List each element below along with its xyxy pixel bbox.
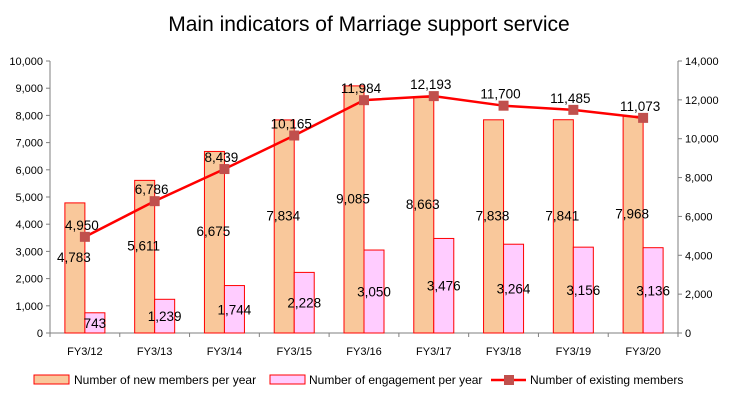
label-new-members: 5,611: [127, 239, 160, 254]
label-new-members: 7,838: [476, 208, 510, 223]
legend: Number of new members per year Number of …: [33, 373, 683, 387]
legend-label-engagement: Number of engagement per year: [309, 373, 482, 387]
x-tick-label: FY3/19: [556, 346, 591, 358]
label-new-members: 9,085: [336, 191, 370, 206]
bar-engagement: [223, 285, 245, 334]
bar-engagement: [642, 247, 664, 334]
left-tick-label: 1,000: [15, 301, 43, 313]
x-tick-label: FY3/14: [207, 346, 242, 358]
x-tick-label: FY3/15: [276, 346, 311, 358]
label-existing-members: 6,786: [135, 182, 169, 197]
right-tick-label: 8,000: [685, 173, 713, 185]
legend-entry-engagement: Number of engagement per year: [269, 373, 482, 387]
line-series: [79, 91, 649, 242]
existing-members-marker: [498, 100, 509, 111]
label-new-members: 7,841: [545, 208, 579, 223]
existing-members-marker: [568, 104, 579, 115]
legend-entry-new-members: Number of new members per year: [33, 373, 256, 387]
label-existing-members: 8,439: [205, 150, 239, 165]
left-tick-label: 0: [37, 328, 43, 340]
legend-label-existing-members: Number of existing members: [530, 373, 683, 387]
label-existing-members: 11,984: [341, 81, 382, 96]
label-new-members: 7,968: [615, 207, 649, 222]
label-new-members: 4,783: [57, 250, 91, 265]
existing-members-marker: [359, 95, 369, 106]
label-existing-members: 4,950: [65, 218, 99, 233]
existing-members-marker: [428, 91, 439, 102]
label-new-members: 7,834: [266, 208, 300, 223]
label-new-members: 8,663: [406, 197, 440, 212]
bar-engagement: [572, 246, 594, 334]
legend-label-new-members: Number of new members per year: [74, 373, 256, 387]
x-tick-label: FY3/13: [137, 346, 172, 358]
bar-engagement: [293, 271, 315, 334]
label-existing-members: 12,193: [410, 77, 451, 92]
label-engagement: 2,228: [287, 296, 321, 311]
right-tick-label: 0: [685, 328, 691, 340]
bar-engagement: [84, 312, 106, 334]
right-tick-label: 12,000: [685, 95, 719, 107]
legend-swatch-new-members: [33, 374, 70, 385]
label-engagement: 3,476: [427, 279, 461, 294]
existing-members-marker: [79, 231, 90, 242]
legend-swatch-engagement: [269, 374, 306, 385]
label-engagement: 3,136: [636, 283, 670, 298]
bar-new-members: [273, 119, 295, 334]
label-existing-members: 11,485: [550, 91, 590, 106]
bar-new-members: [203, 150, 225, 334]
left-tick-label: 8,000: [15, 110, 43, 122]
existing-members-marker: [289, 130, 300, 141]
existing-members-marker: [638, 112, 649, 123]
existing-members-marker: [219, 164, 230, 175]
x-tick-label: FY3/20: [625, 346, 660, 358]
legend-entry-existing-members: Number of existing members: [491, 373, 683, 387]
bar-new-members: [483, 119, 505, 334]
left-tick-label: 6,000: [15, 165, 43, 177]
label-engagement: 743: [84, 316, 107, 331]
left-tick-label: 9,000: [15, 83, 43, 95]
label-engagement: 1,744: [218, 302, 252, 317]
x-tick-label: FY3/12: [67, 346, 102, 358]
x-tick-label: FY3/17: [416, 346, 451, 358]
left-tick-label: 7,000: [15, 138, 43, 150]
label-existing-members: 10,165: [271, 117, 312, 132]
left-tick-label: 2,000: [15, 274, 43, 286]
left-tick-label: 5,000: [15, 192, 43, 204]
label-engagement: 3,264: [497, 282, 531, 297]
left-tick-label: 3,000: [15, 246, 43, 258]
bar-engagement: [503, 243, 525, 334]
right-tick-label: 14,000: [685, 56, 719, 68]
data-labels: 4,783 743 4,950 5,611 1,239 6,786 6,675 1,744 8,…: [57, 77, 670, 331]
bar-new-members: [552, 119, 574, 334]
x-tick-label: FY3/18: [486, 346, 521, 358]
chart-title: Main indicators of Marriage support serv…: [168, 13, 570, 36]
bar-engagement: [154, 298, 176, 334]
label-existing-members: 11,700: [480, 87, 520, 102]
bar-new-members: [622, 115, 644, 334]
bar-new-members: [413, 96, 435, 334]
right-tick-label: 2,000: [685, 289, 713, 301]
existing-members-marker: [149, 196, 160, 207]
x-tick-label: FY3/16: [346, 346, 381, 358]
right-tick-label: 6,000: [685, 211, 713, 223]
right-tick-label: 4,000: [685, 250, 713, 262]
axes: 0 1,000 2,000 3,000 4,000 5,000 6,000 7,000 8,00…: [9, 56, 718, 358]
bar-engagement: [363, 249, 385, 334]
right-tick-label: 10,000: [685, 134, 719, 146]
label-engagement: 3,156: [566, 283, 600, 298]
label-existing-members: 11,073: [620, 99, 660, 114]
bar-new-members: [134, 179, 156, 334]
label-engagement: 1,239: [148, 309, 182, 324]
label-new-members: 6,675: [197, 224, 231, 239]
bar-new-members: [343, 85, 365, 334]
label-engagement: 3,050: [357, 285, 391, 300]
legend-marker-existing-members: [504, 375, 514, 385]
bar-engagement: [433, 237, 455, 334]
left-tick-label: 10,000: [9, 56, 43, 68]
left-tick-label: 4,000: [15, 219, 43, 231]
